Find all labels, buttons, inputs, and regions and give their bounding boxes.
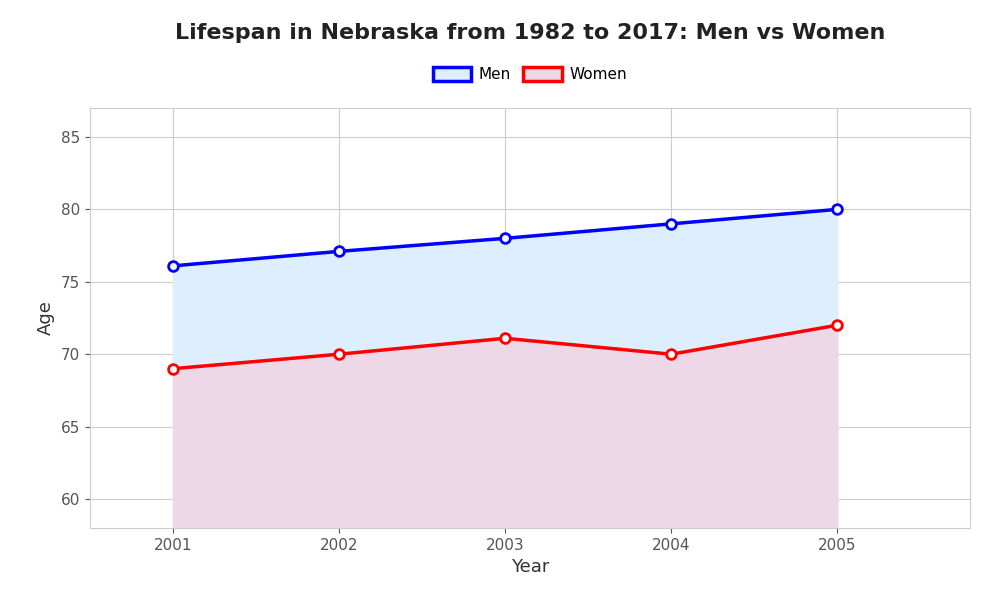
X-axis label: Year: Year [511, 558, 549, 576]
Legend: Men, Women: Men, Women [427, 61, 633, 88]
Y-axis label: Age: Age [37, 301, 55, 335]
Title: Lifespan in Nebraska from 1982 to 2017: Men vs Women: Lifespan in Nebraska from 1982 to 2017: … [175, 23, 885, 43]
